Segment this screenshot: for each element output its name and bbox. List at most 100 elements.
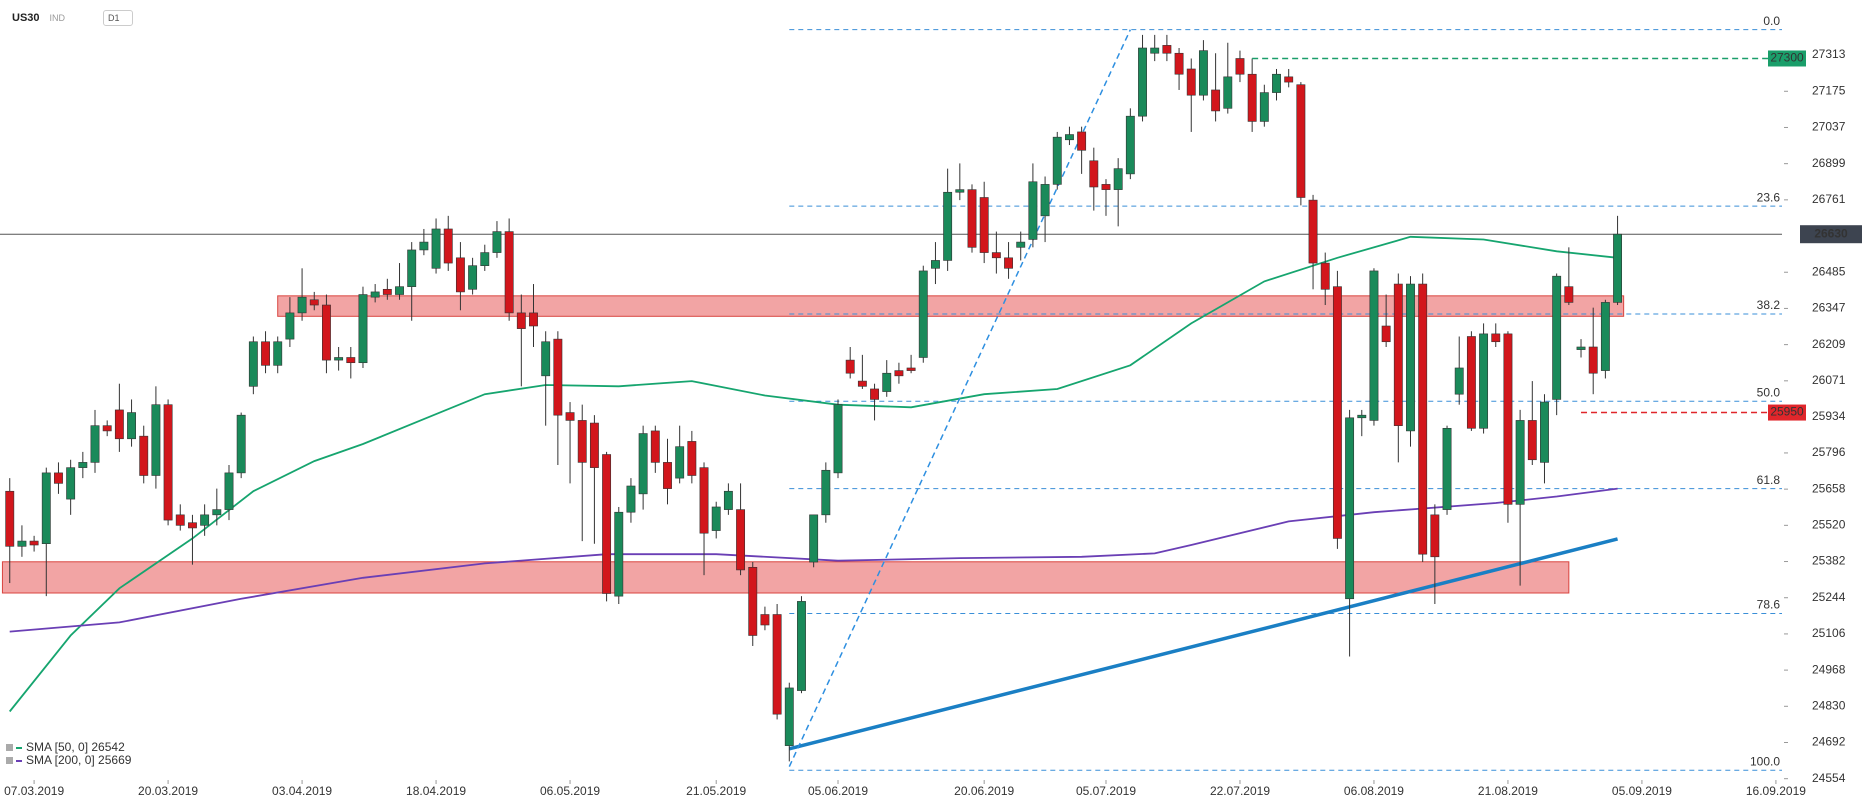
- candle-body: [626, 485, 636, 513]
- x-tick-label: 05.09.2019: [1612, 784, 1672, 798]
- candle-body: [1016, 241, 1026, 248]
- candle-body: [443, 228, 453, 264]
- candle-body: [882, 372, 892, 392]
- candle-body: [1004, 257, 1013, 269]
- candle-body: [1247, 73, 1257, 122]
- candle-body: [931, 260, 940, 269]
- candle-body: [1369, 270, 1379, 421]
- y-tick-label: 25658: [1812, 481, 1846, 495]
- x-tick-label: 22.07.2019: [1210, 784, 1270, 798]
- candle-body: [1320, 262, 1330, 290]
- candle-body: [1515, 420, 1525, 505]
- candle-body: [419, 241, 429, 251]
- candle-body: [1442, 427, 1452, 510]
- market-select[interactable]: IND: [49, 13, 66, 23]
- candle-body: [1186, 68, 1196, 96]
- candle-body: [784, 687, 794, 746]
- interval-select[interactable]: D1: [103, 10, 133, 26]
- trendline: [788, 29, 1132, 767]
- candle-body: [967, 189, 977, 248]
- candle-body: [638, 433, 648, 495]
- y-tick-label: 27175: [1812, 83, 1846, 97]
- y-tick-label: 25796: [1812, 445, 1846, 459]
- y-tick-label: 24830: [1812, 698, 1846, 712]
- candle-body: [1211, 89, 1221, 112]
- candle-body: [1454, 367, 1464, 395]
- candle-body: [285, 312, 295, 340]
- candle-body: [797, 601, 806, 691]
- price-tag-label: 25950: [1770, 405, 1804, 419]
- candle-body: [1113, 168, 1123, 190]
- candle-body: [29, 540, 39, 546]
- candle-body: [553, 338, 563, 416]
- price-tag: [1768, 404, 1806, 421]
- candle-body: [212, 509, 222, 516]
- legend-icon: [6, 744, 13, 751]
- candle-body: [78, 462, 88, 468]
- candle-body: [1065, 134, 1074, 141]
- candle-body: [1503, 333, 1513, 505]
- fib-label: 23.6: [1757, 190, 1781, 204]
- candle-body: [1223, 76, 1233, 109]
- x-tick-label: 06.05.2019: [540, 784, 600, 798]
- price-tag-label: 27300: [1770, 51, 1804, 65]
- candle-body: [991, 252, 1001, 259]
- fib-label: 100.0: [1750, 754, 1780, 768]
- candle-body: [1491, 333, 1501, 343]
- candle-body: [1028, 181, 1038, 240]
- x-tick-label: 21.08.2019: [1478, 784, 1538, 798]
- candle-body: [114, 409, 124, 440]
- header: US30 IND D1: [12, 10, 133, 26]
- candle-body: [431, 228, 441, 269]
- y-tick-label: 26485: [1812, 264, 1846, 278]
- candle-body: [687, 441, 697, 476]
- fib-label: 61.8: [1757, 473, 1781, 487]
- candle-body: [309, 299, 319, 306]
- y-tick-label: 25382: [1812, 554, 1846, 568]
- support-resistance-zone: [1, 561, 1570, 594]
- candle-body: [675, 446, 685, 479]
- candle-body: [334, 357, 344, 361]
- candle-body: [1600, 302, 1610, 371]
- candle-body: [297, 296, 307, 314]
- candle-body: [41, 472, 51, 544]
- candle-body: [833, 404, 843, 474]
- candle-body: [1296, 84, 1306, 198]
- y-tick-label: 25106: [1812, 626, 1846, 640]
- candle-body: [760, 614, 770, 626]
- candle-body: [736, 509, 746, 571]
- candle-body: [1406, 283, 1415, 432]
- candle-body: [1479, 333, 1489, 429]
- candle-body: [17, 540, 27, 547]
- y-tick-label: 26209: [1812, 337, 1846, 351]
- candle-body: [346, 357, 356, 364]
- y-tick-label: 26347: [1812, 301, 1846, 315]
- candle-body: [273, 341, 283, 366]
- y-tick-label: 24692: [1812, 735, 1846, 749]
- candle-body: [382, 288, 392, 295]
- trendline: [788, 537, 1618, 751]
- candle-body: [529, 312, 538, 327]
- candle-body: [127, 412, 136, 440]
- candle-body: [5, 490, 15, 547]
- candle-body: [845, 359, 855, 374]
- y-tick-label: 26899: [1812, 156, 1846, 170]
- y-tick-label: 26761: [1812, 192, 1846, 206]
- candle-body: [1272, 73, 1281, 93]
- candle-body: [1588, 346, 1598, 374]
- candle-body: [1540, 401, 1549, 463]
- candle-body: [321, 304, 331, 361]
- price-tag: [1768, 50, 1806, 67]
- candle-body: [370, 291, 380, 298]
- x-tick-label: 21.05.2019: [686, 784, 746, 798]
- symbol[interactable]: US30: [12, 12, 40, 24]
- x-tick-label: 20.06.2019: [954, 784, 1014, 798]
- candle-body: [455, 257, 465, 293]
- candle-body: [1418, 283, 1428, 555]
- candle-body: [1125, 115, 1135, 175]
- candle-body: [565, 412, 575, 421]
- x-tick-label: 16.09.2019: [1746, 784, 1806, 798]
- candle-body: [663, 462, 672, 489]
- candle-body: [821, 469, 831, 516]
